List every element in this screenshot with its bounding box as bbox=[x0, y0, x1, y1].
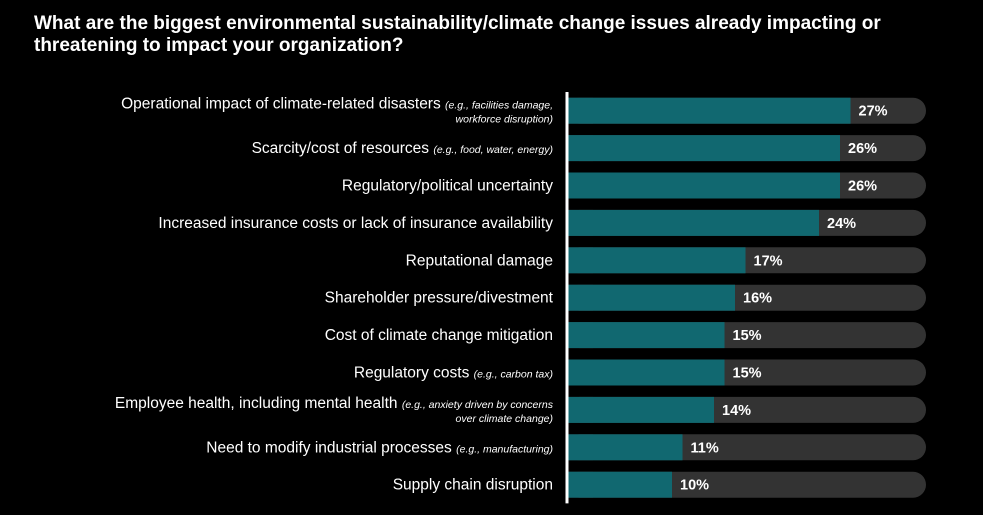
bar bbox=[567, 172, 840, 199]
category-label: Operational impact of climate-related di… bbox=[121, 96, 553, 113]
category-label: Need to modify industrial processes (e.g… bbox=[206, 439, 553, 456]
bar bbox=[567, 247, 746, 274]
bar-row: 15% Cost of climate change mitigation bbox=[325, 322, 926, 349]
bar-value-label: 24% bbox=[827, 216, 856, 232]
category-label: Regulatory/political uncertainty bbox=[342, 178, 553, 195]
bar bbox=[567, 359, 725, 386]
category-label: Reputational damage bbox=[406, 252, 553, 269]
bar-row: 14% Employee health, including mental hea… bbox=[115, 395, 926, 425]
bar bbox=[567, 322, 725, 349]
category-label: Regulatory costs (e.g., carbon tax) bbox=[354, 365, 553, 382]
chart-title: What are the biggest environmental susta… bbox=[34, 13, 881, 56]
bar-value-label: 15% bbox=[733, 328, 762, 344]
bar bbox=[567, 284, 735, 311]
bar bbox=[567, 97, 851, 124]
category-label: Shareholder pressure/divestment bbox=[325, 290, 554, 307]
category-label-note: over climate change) bbox=[456, 413, 553, 425]
bar-row: 17% Reputational damage bbox=[406, 247, 926, 274]
category-label: Increased insurance costs or lack of ins… bbox=[158, 215, 553, 232]
bar-row: 26% Regulatory/political uncertainty bbox=[342, 172, 926, 199]
bar bbox=[567, 396, 714, 423]
bar bbox=[567, 135, 840, 162]
bar bbox=[567, 209, 819, 236]
bar-value-label: 17% bbox=[754, 253, 783, 269]
bar-value-label: 14% bbox=[722, 403, 751, 419]
bar bbox=[567, 471, 672, 498]
bar-value-label: 16% bbox=[743, 291, 772, 307]
bar-row: 10% Supply chain disruption bbox=[393, 471, 926, 498]
bar-value-label: 26% bbox=[848, 141, 877, 157]
bar-value-label: 10% bbox=[680, 478, 709, 494]
bar-value-label: 11% bbox=[691, 440, 719, 456]
bar-row: 11% Need to modify industrial processes (… bbox=[206, 434, 926, 461]
bar-row: 27% Operational impact of climate-related… bbox=[121, 96, 926, 126]
category-label: Scarcity/cost of resources (e.g., food, … bbox=[252, 140, 553, 157]
bar-row: 26% Scarcity/cost of resources (e.g., foo… bbox=[252, 135, 926, 162]
category-label: Supply chain disruption bbox=[393, 477, 553, 494]
bar bbox=[567, 434, 683, 461]
bar-value-label: 15% bbox=[733, 366, 762, 382]
bar-value-label: 27% bbox=[859, 104, 888, 120]
bar-row: 16% Shareholder pressure/divestment bbox=[325, 284, 926, 311]
bar-value-label: 26% bbox=[848, 179, 877, 195]
category-label: Employee health, including mental health… bbox=[115, 395, 554, 412]
bar-row: 15% Regulatory costs (e.g., carbon tax) bbox=[354, 359, 926, 386]
bar-row: 24% Increased insurance costs or lack of … bbox=[158, 209, 926, 236]
category-label: Cost of climate change mitigation bbox=[325, 327, 553, 344]
category-label-note: workforce disruption) bbox=[456, 114, 553, 126]
